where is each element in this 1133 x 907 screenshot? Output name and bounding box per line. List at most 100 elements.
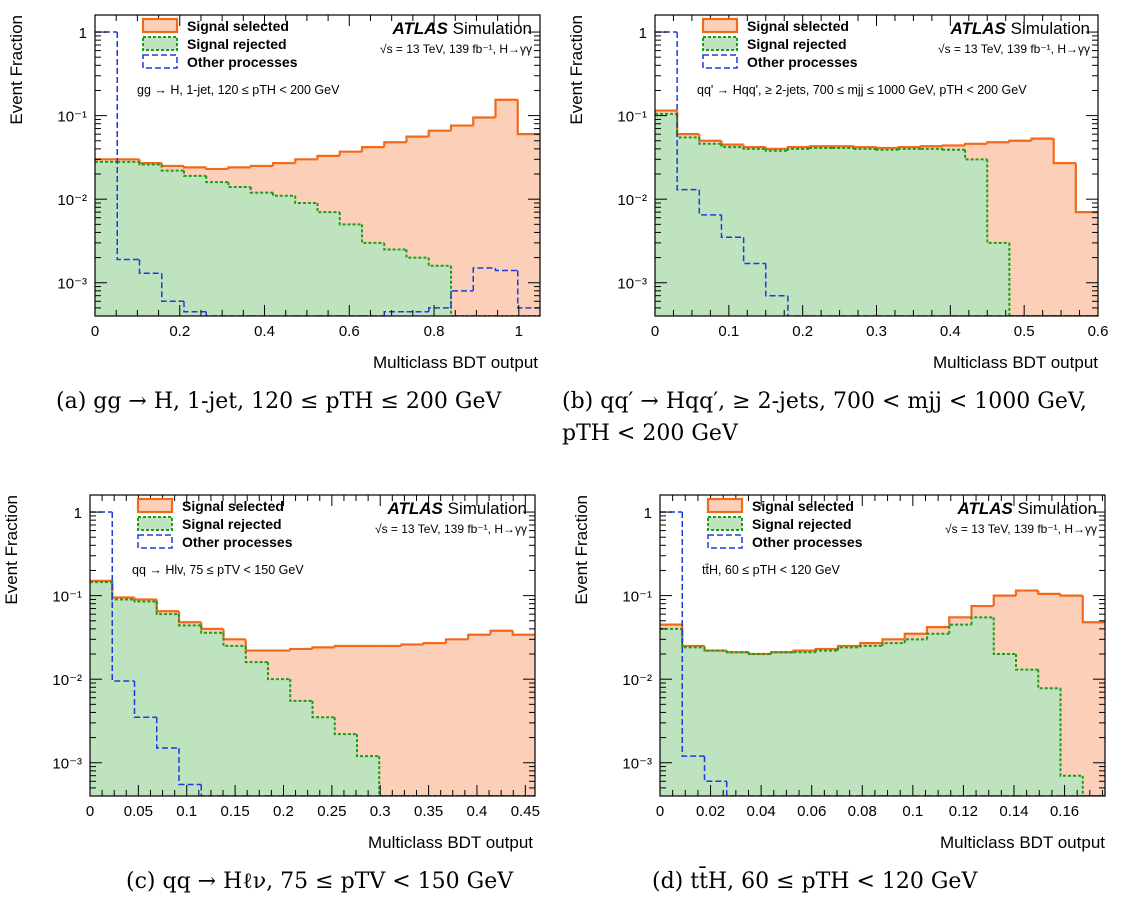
bin-signal-rejected bbox=[133, 599, 157, 603]
bin-signal-selected bbox=[1014, 589, 1039, 596]
bin-signal-selected bbox=[808, 145, 833, 148]
bin-other-processes bbox=[742, 237, 766, 265]
x-tick-label: 0.1 bbox=[902, 803, 923, 820]
bin-signal-selected bbox=[222, 628, 246, 641]
bin-signal-selected bbox=[1008, 139, 1032, 143]
x-tick-label: 0.2 bbox=[169, 323, 190, 340]
bin-signal-selected bbox=[383, 141, 407, 148]
bin-signal-rejected bbox=[903, 638, 927, 644]
bin-signal-rejected bbox=[748, 652, 772, 656]
x-tick-label: 0.25 bbox=[317, 803, 346, 820]
y-tick-label: 1 bbox=[644, 505, 652, 522]
bin-signal-selected bbox=[111, 580, 135, 599]
bin-signal-rejected bbox=[720, 143, 744, 149]
legend-swatch bbox=[707, 534, 743, 549]
bin-signal-selected bbox=[903, 632, 927, 640]
bin-signal-selected bbox=[227, 166, 251, 169]
bin-signal-selected bbox=[294, 158, 318, 164]
bin-signal-rejected bbox=[681, 628, 705, 649]
legend-swatch bbox=[706, 497, 744, 514]
bin-signal-rejected bbox=[676, 113, 700, 139]
atlas-title: ATLAS bbox=[949, 19, 1006, 38]
bin-signal-rejected bbox=[986, 159, 1010, 244]
bin-signal-rejected bbox=[809, 146, 833, 149]
legend-label: Signal rejected bbox=[187, 36, 287, 52]
category-annotation: qq' → Hqq', ≥ 2-jets, 700 ≤ mjj ≤ 1000 G… bbox=[697, 83, 1027, 97]
bin-signal-selected bbox=[160, 163, 184, 168]
legend-swatch bbox=[702, 36, 738, 51]
x-tick-label: 0.15 bbox=[221, 803, 250, 820]
x-tick-label: 0.16 bbox=[1050, 803, 1079, 820]
chart-panel-c: 0 0.05 0.1 0.15 0.2 0.25 0.3 0.35 0.4 0.45 10⁻³ 10⁻… bbox=[2, 494, 540, 852]
atlas-title-suffix: Simulation bbox=[1006, 19, 1090, 38]
x-tick-label: 0 bbox=[651, 323, 659, 340]
bin-other-processes bbox=[138, 259, 162, 274]
y-axis-label: Event Fraction bbox=[567, 15, 586, 125]
y-tick-label: 10⁻¹ bbox=[57, 109, 87, 126]
bin-signal-rejected bbox=[725, 650, 749, 654]
bin-signal-rejected bbox=[853, 147, 877, 150]
bin-signal-selected bbox=[289, 647, 313, 651]
bin-signal-selected bbox=[489, 629, 513, 635]
bin-signal-selected bbox=[881, 638, 905, 644]
atlas-title: ATLAS bbox=[391, 19, 448, 38]
bin-signal-rejected bbox=[859, 644, 883, 648]
bin-signal-selected bbox=[681, 624, 705, 648]
bin-other-processes bbox=[720, 214, 744, 239]
legend-swatch bbox=[702, 54, 738, 69]
bin-signal-selected bbox=[271, 162, 296, 166]
x-axis-label: Multiclass BDT output bbox=[940, 833, 1105, 852]
bin-signal-selected bbox=[338, 150, 362, 156]
bin-signal-rejected bbox=[881, 642, 905, 646]
x-tick-label: 0.08 bbox=[848, 803, 877, 820]
bin-signal-rejected bbox=[178, 614, 202, 627]
legend-swatch bbox=[136, 497, 174, 514]
x-tick-label: 0.3 bbox=[370, 803, 391, 820]
bin-signal-selected bbox=[427, 129, 451, 137]
bin-signal-rejected bbox=[289, 679, 313, 702]
plot-area bbox=[655, 31, 1098, 316]
bin-signal-selected bbox=[853, 146, 877, 149]
bin-other-processes bbox=[472, 267, 496, 291]
atlas-subtitle: √s = 13 TeV, 139 fb⁻¹, H→γγ bbox=[380, 42, 532, 56]
bin-signal-selected bbox=[177, 611, 202, 624]
bin-other-processes bbox=[450, 290, 474, 308]
bin-signal-selected bbox=[449, 124, 474, 131]
atlas-title-suffix: Simulation bbox=[448, 19, 532, 38]
y-tick-label: 1 bbox=[74, 505, 82, 522]
bin-signal-rejected bbox=[249, 186, 273, 194]
bin-signal-rejected bbox=[992, 617, 1016, 656]
bin-signal-selected bbox=[333, 644, 357, 648]
legend-swatch bbox=[701, 17, 739, 34]
bin-signal-selected bbox=[1037, 590, 1061, 595]
bin-signal-rejected bbox=[814, 649, 838, 653]
atlas-label: ATLAS Simulation bbox=[949, 19, 1090, 38]
bin-signal-rejected bbox=[361, 224, 385, 244]
y-tick-label: 10⁻² bbox=[617, 192, 647, 209]
legend-label: Other processes bbox=[747, 54, 858, 70]
plot-frame bbox=[89, 494, 536, 797]
x-tick-label: 0.1 bbox=[176, 803, 197, 820]
legend-swatch bbox=[142, 54, 178, 69]
bin-signal-rejected bbox=[875, 148, 899, 151]
y-tick-label: 10⁻² bbox=[57, 192, 87, 209]
bin-signal-selected bbox=[316, 154, 340, 160]
caption-b-line2: pTH < 200 GeV bbox=[562, 421, 738, 446]
atlas-label: ATLAS Simulation bbox=[956, 499, 1097, 518]
y-tick-label: 1 bbox=[79, 25, 87, 42]
plot-area bbox=[660, 511, 1105, 796]
atlas-title-suffix: Simulation bbox=[1013, 499, 1097, 518]
x-tick-label: 0.5 bbox=[1014, 323, 1035, 340]
bin-other-processes bbox=[676, 32, 700, 191]
bin-other-processes bbox=[494, 268, 518, 272]
x-tick-label: 0.02 bbox=[696, 803, 725, 820]
bin-signal-selected bbox=[472, 116, 496, 126]
bin-other-processes bbox=[116, 32, 140, 261]
plot-frame bbox=[659, 494, 1106, 797]
bin-signal-rejected bbox=[941, 148, 966, 151]
caption-d: (d) tt̄H, 60 ≤ pTH < 120 GeV bbox=[652, 869, 978, 894]
legend-label: Signal selected bbox=[747, 18, 849, 34]
y-tick-label: 10⁻³ bbox=[57, 276, 87, 293]
bin-signal-selected bbox=[360, 146, 385, 152]
bin-other-processes bbox=[161, 273, 184, 303]
